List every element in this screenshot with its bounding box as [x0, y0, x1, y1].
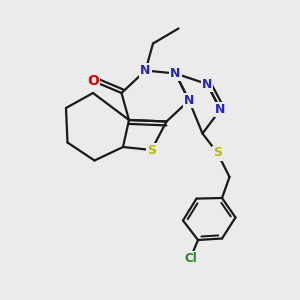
- Text: N: N: [140, 64, 151, 77]
- Text: O: O: [87, 74, 99, 88]
- Text: S: S: [213, 146, 222, 160]
- Text: N: N: [215, 103, 226, 116]
- Text: N: N: [184, 94, 194, 107]
- Text: S: S: [147, 143, 156, 157]
- Text: N: N: [202, 77, 212, 91]
- Text: Cl: Cl: [184, 251, 197, 265]
- Text: N: N: [170, 67, 181, 80]
